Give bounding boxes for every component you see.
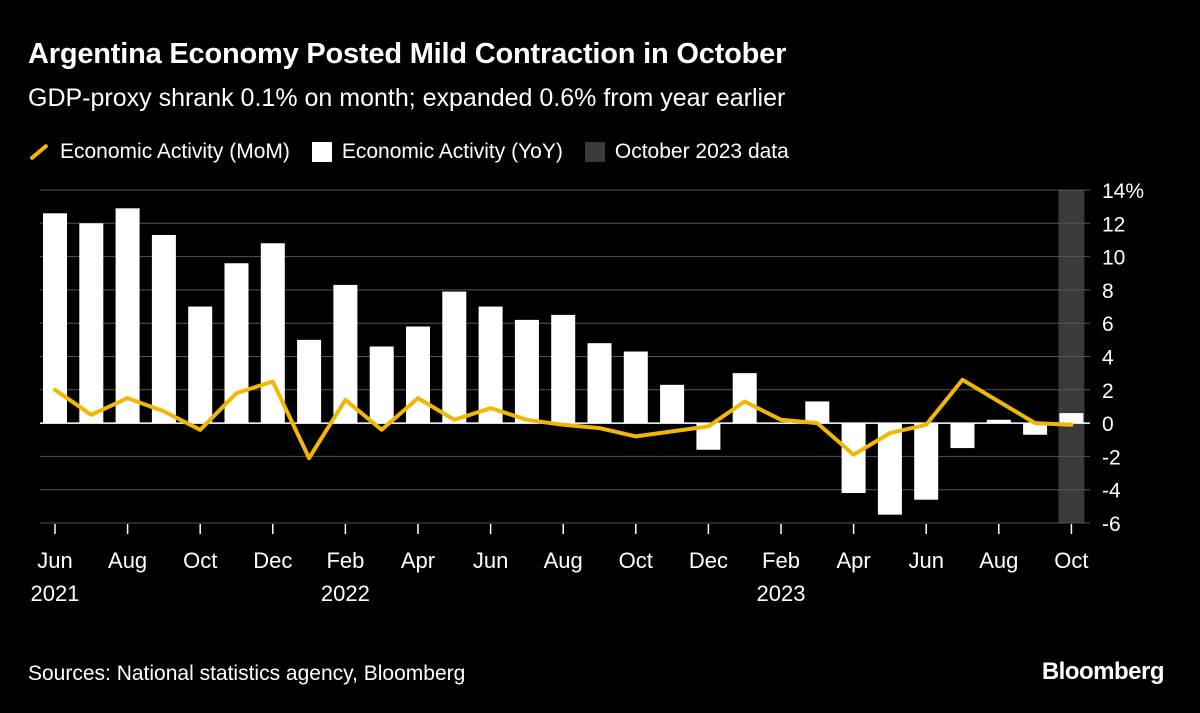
x-tick-label: Oct bbox=[183, 548, 217, 573]
yoy-bar bbox=[732, 373, 757, 424]
yoy-bar bbox=[1023, 423, 1048, 435]
legend-swatch-bar-icon bbox=[311, 142, 332, 162]
y-tick-label: 10 bbox=[1102, 247, 1125, 270]
legend-label-highlight: October 2023 data bbox=[614, 140, 789, 163]
y-tick-label: 6 bbox=[1102, 313, 1114, 336]
x-tick-label: Apr bbox=[401, 548, 435, 573]
y-tick-label: 2 bbox=[1102, 380, 1114, 403]
yoy-bar bbox=[623, 351, 648, 424]
legend-swatch-highlight-icon bbox=[584, 142, 605, 162]
x-tick-label: Jun bbox=[37, 548, 72, 573]
mom-series-line bbox=[53, 377, 1074, 461]
y-tick-label: -6 bbox=[1102, 513, 1121, 536]
source-note: Sources: National statistics agency, Blo… bbox=[28, 662, 466, 685]
yoy-bar bbox=[986, 419, 1011, 424]
x-tick-label: Aug bbox=[979, 548, 1018, 573]
yoy-bar bbox=[805, 401, 830, 424]
x-tick-label: Feb bbox=[326, 548, 364, 573]
x-tick-label: Aug bbox=[108, 548, 147, 573]
x-tick-label: Jun bbox=[908, 548, 943, 573]
x-tick-year-label: 2023 bbox=[757, 581, 806, 606]
yoy-bar bbox=[841, 423, 866, 494]
yoy-bar bbox=[151, 234, 176, 424]
legend-label-mom: Economic Activity (MoM) bbox=[60, 140, 290, 163]
x-tick-label: Apr bbox=[836, 548, 870, 573]
legend-label-yoy: Economic Activity (YoY) bbox=[341, 140, 563, 163]
legend-item-yoy: Economic Activity (YoY) bbox=[311, 140, 563, 164]
yoy-bar bbox=[950, 423, 975, 449]
y-tick-label: -2 bbox=[1102, 446, 1121, 469]
x-tick-label: Oct bbox=[1054, 548, 1088, 573]
chart-legend: Economic Activity (MoM) Economic Activit… bbox=[28, 140, 811, 164]
legend-item-mom: Economic Activity (MoM) bbox=[28, 140, 290, 164]
x-tick-year-label: 2022 bbox=[321, 581, 370, 606]
x-tick-label: Dec bbox=[253, 548, 292, 573]
x-tick-label: Aug bbox=[544, 548, 583, 573]
chart-subtitle: GDP-proxy shrank 0.1% on month; expanded… bbox=[28, 84, 786, 112]
yoy-bar bbox=[1059, 413, 1084, 424]
yoy-bar bbox=[514, 319, 539, 424]
y-tick-label: 8 bbox=[1102, 280, 1114, 303]
yoy-bar bbox=[115, 208, 140, 424]
yoy-bar bbox=[660, 384, 685, 424]
yoy-bar bbox=[188, 306, 213, 424]
yoy-bar bbox=[442, 291, 467, 424]
yoy-bar bbox=[587, 343, 612, 424]
x-tick-year-label: 2021 bbox=[31, 581, 80, 606]
y-tick-label: 12 bbox=[1102, 213, 1125, 236]
chart-title: Argentina Economy Posted Mild Contractio… bbox=[28, 38, 787, 70]
y-tick-label: -4 bbox=[1102, 480, 1121, 503]
x-tick-label: Feb bbox=[762, 548, 800, 573]
x-tick-label: Dec bbox=[689, 548, 728, 573]
yoy-bar bbox=[914, 423, 939, 500]
yoy-bar bbox=[478, 306, 503, 424]
x-tick-label: Jun bbox=[473, 548, 508, 573]
legend-item-highlight: October 2023 data bbox=[584, 140, 789, 164]
yoy-bar bbox=[369, 346, 394, 424]
y-tick-label: 0 bbox=[1102, 413, 1114, 436]
y-tick-label: 14% bbox=[1102, 180, 1144, 203]
yoy-bar bbox=[260, 243, 285, 424]
bloomberg-logo: Bloomberg bbox=[1041, 658, 1165, 685]
y-tick-label: 4 bbox=[1102, 347, 1114, 370]
x-tick-label: Oct bbox=[619, 548, 653, 573]
yoy-bar bbox=[297, 339, 322, 424]
yoy-bar bbox=[79, 223, 104, 424]
yoy-bar bbox=[551, 314, 576, 424]
yoy-bar bbox=[224, 263, 249, 424]
yoy-bar bbox=[406, 326, 430, 424]
